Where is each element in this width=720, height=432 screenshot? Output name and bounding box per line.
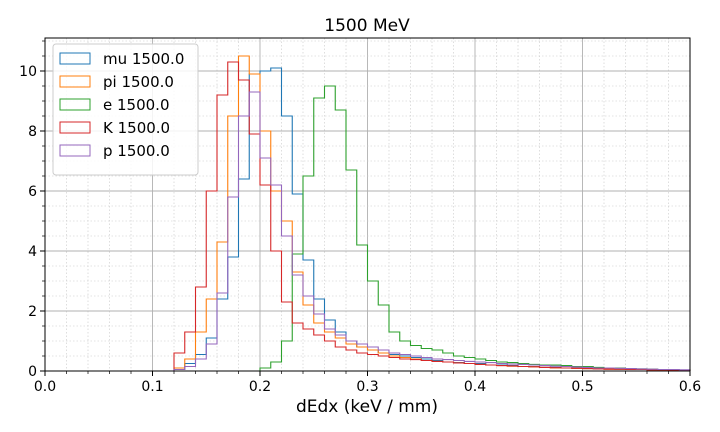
legend-label: e 1500.0 [103, 96, 169, 114]
series-4-step-line [173, 91, 691, 371]
legend-swatch [59, 144, 91, 157]
grid [45, 38, 691, 371]
axis-ticks: 0.0 0.1 0.2 0.3 0.4 0.5 0.6 0 2 4 6 8 10 [19, 40, 701, 395]
y-tick-label: 0 [28, 364, 37, 380]
legend-label: mu 1500.0 [103, 50, 184, 68]
y-tick-label: 4 [28, 244, 37, 260]
y-tick-label: 6 [28, 184, 37, 200]
legend-label: K 1500.0 [103, 119, 170, 137]
series-3-step-line [173, 61, 691, 371]
legend: mu 1500.0 pi 1500.0 e 1500.0 K 1500.0 p 1500… [52, 43, 199, 176]
y-tick-label: 2 [28, 304, 37, 320]
y-tick-label: 8 [28, 124, 37, 140]
x-axis-label: dEdx (keV / mm) [296, 397, 438, 417]
x-tick-label: 0.0 [34, 379, 56, 395]
legend-swatch [59, 75, 91, 88]
x-tick-label: 0.6 [679, 379, 701, 395]
histogram-series-group [173, 55, 691, 372]
legend-swatch [59, 121, 91, 134]
legend-swatch [59, 52, 91, 65]
legend-swatch [59, 98, 91, 111]
x-tick-label: 0.1 [141, 379, 163, 395]
x-tick-label: 0.5 [571, 379, 593, 395]
x-tick-label: 0.2 [249, 379, 271, 395]
legend-box [52, 43, 199, 176]
legend-label: pi 1500.0 [103, 73, 174, 91]
y-tick-label: 10 [19, 64, 37, 80]
legend-label: p 1500.0 [103, 142, 170, 160]
x-tick-label: 0.3 [356, 379, 378, 395]
x-tick-label: 0.4 [464, 379, 486, 395]
chart-title: 1500 MeV [324, 16, 410, 36]
